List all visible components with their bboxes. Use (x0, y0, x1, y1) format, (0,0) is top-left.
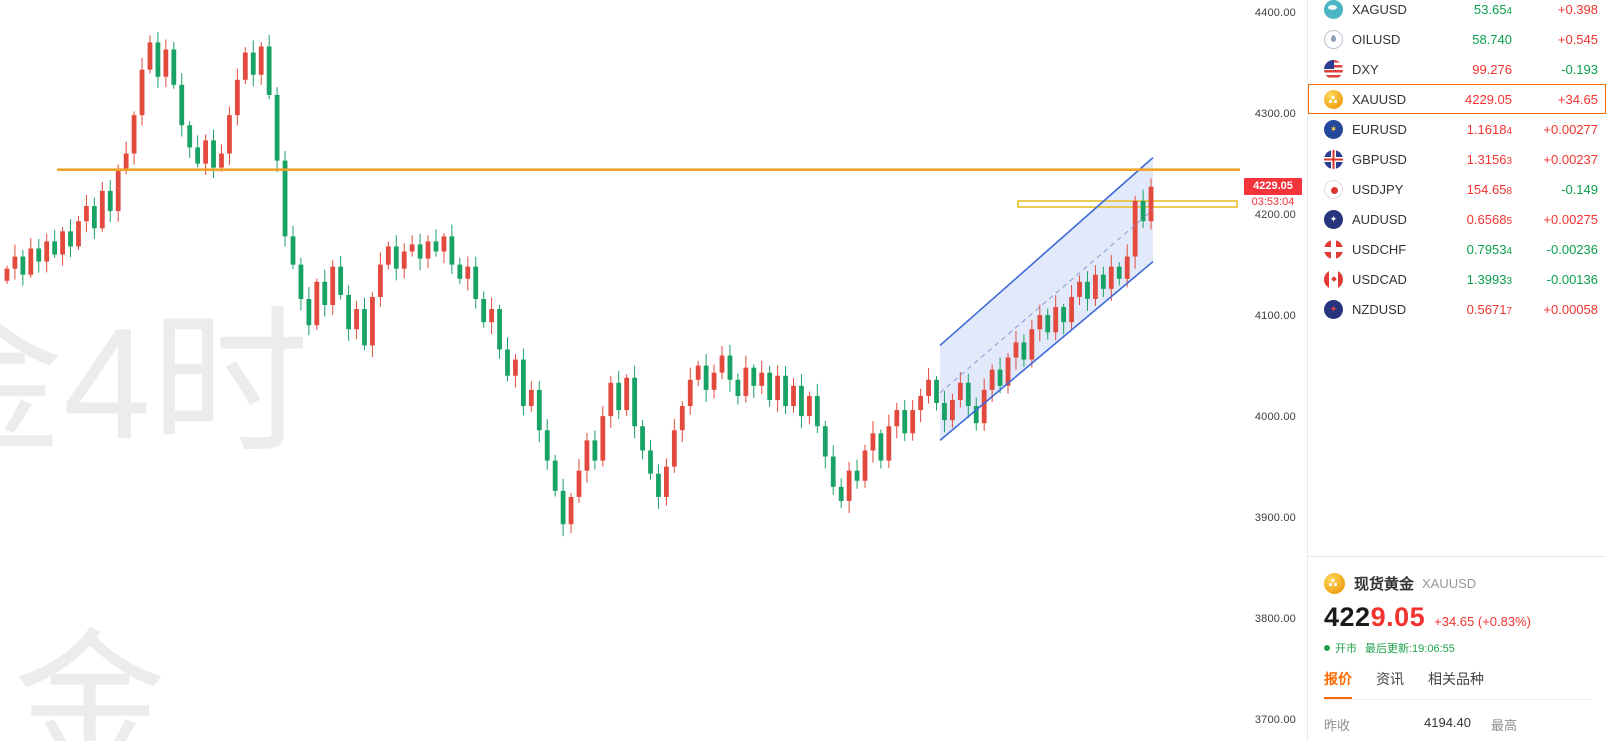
price-value: 58.740 (1472, 31, 1512, 47)
symbol-label: OILUSD (1352, 31, 1401, 47)
detail-stats: 昨收 4194.40 最高 (1324, 715, 1592, 734)
instrument-detail-panel: 现货黄金 XAUUSD 4229.05 +34.65 (+0.83%) 开市 最… (1308, 556, 1606, 734)
watchlist-row-usdchf[interactable]: USDCHF 0.79534 -0.00236 (1308, 235, 1606, 265)
tab-quote[interactable]: 报价 (1324, 669, 1352, 699)
instrument-name: 现货黄金 (1354, 576, 1415, 593)
change-value: +0.545 (1557, 31, 1598, 47)
symbol-label: EURUSD (1352, 121, 1407, 137)
price-value: 99.276 (1472, 61, 1512, 77)
watchlist-row-eurusd[interactable]: EURUSD 1.16184 +0.00277 (1308, 114, 1606, 144)
change-value: +0.00277 (1543, 121, 1598, 137)
market-status: 开市 最后更新:19:06:55 (1324, 640, 1592, 656)
oil-icon (1324, 29, 1343, 49)
gold-icon (1324, 573, 1345, 594)
watchlist-row-nzdusd[interactable]: NZDUSD 0.56717 +0.00058 (1308, 295, 1606, 325)
japan-flag-icon (1324, 180, 1343, 200)
candlestick-chart[interactable] (0, 0, 1307, 741)
detail-tabs: 报价 资讯 相关品种 (1324, 669, 1592, 700)
watchlist: XAGUSD 53.654 +0.398 OILUSD 58.740 +0.545 DXY 9… (1308, 0, 1606, 325)
symbol-label: USDJPY (1352, 182, 1404, 198)
instrument-symbol: XAUUSD (1422, 576, 1477, 591)
symbol-label: XAUUSD (1352, 91, 1407, 107)
y-axis-label: 4400.00 (1254, 7, 1296, 20)
change-value: +34.65 (1557, 91, 1598, 107)
watchlist-row-usdjpy[interactable]: USDJPY 154.658 -0.149 (1308, 175, 1606, 205)
australia-flag-icon (1324, 210, 1343, 230)
change-value: +0.00275 (1543, 212, 1598, 228)
y-axis-label: 3900.00 (1254, 512, 1296, 525)
price-value: 1.16184 (1466, 121, 1512, 137)
tab-news[interactable]: 资讯 (1376, 671, 1404, 687)
y-axis-label: 4000.00 (1254, 411, 1296, 424)
price-value: 154.658 (1466, 182, 1512, 198)
last-price-badge: 4229.05 (1244, 178, 1302, 196)
price-value: 1.39933 (1466, 272, 1512, 288)
price-value: 1.31563 (1466, 152, 1512, 168)
y-axis-label: 4100.00 (1254, 310, 1296, 323)
gold-icon (1324, 89, 1343, 109)
symbol-label: XAGUSD (1352, 1, 1407, 17)
us-flag-icon (1324, 59, 1343, 79)
watchlist-row-xauusd[interactable]: XAUUSD 4229.05 +34.65 (1308, 84, 1606, 114)
stat-item: 昨收 4194.40 (1324, 715, 1471, 733)
price-value: 53.654 (1473, 1, 1512, 17)
change-value: +0.00237 (1543, 152, 1598, 168)
silver-icon (1324, 0, 1343, 19)
detail-change: +34.65 (+0.83%) (1434, 614, 1531, 629)
market-status-label: 开市 (1335, 643, 1357, 655)
symbol-label: GBPUSD (1352, 152, 1407, 168)
change-value: -0.149 (1561, 182, 1598, 198)
change-value: +0.00058 (1543, 302, 1598, 318)
stat-item: 最高 (1491, 718, 1518, 733)
watchlist-row-usdcad[interactable]: USDCAD 1.39933 -0.00136 (1308, 265, 1606, 295)
watermark-timeframe: 金4时 (0, 296, 309, 472)
canada-flag-icon (1324, 270, 1343, 290)
new-zealand-flag-icon (1324, 300, 1343, 320)
watchlist-row-dxy[interactable]: DXY 99.276 -0.193 (1308, 54, 1606, 84)
uk-flag-icon (1324, 150, 1343, 170)
symbol-label: USDCHF (1352, 242, 1407, 258)
y-axis[interactable]: 4400.00 4300.00 4200.00 4100.00 4000.00 3900.… (1237, 0, 1307, 741)
symbol-label: AUDUSD (1352, 212, 1407, 228)
market-open-dot (1324, 645, 1330, 651)
tab-related[interactable]: 相关品种 (1428, 671, 1484, 687)
watchlist-row-oilusd[interactable]: OILUSD 58.740 +0.545 (1308, 24, 1606, 54)
y-axis-label: 4300.00 (1254, 108, 1296, 121)
y-axis-label: 4200.00 (1254, 209, 1296, 222)
watchlist-row-audusd[interactable]: AUDUSD 0.65685 +0.00275 (1308, 205, 1606, 235)
last-price-time: 03:53:04 (1251, 196, 1295, 209)
watchlist-row-xagusd[interactable]: XAGUSD 53.654 +0.398 (1308, 0, 1606, 24)
watermark-gold: 金 (14, 619, 166, 741)
chart-area: 金4时 金 4400.00 4300.00 4200.00 4100.00 4000.0… (0, 0, 1307, 741)
last-update-label: 最后更新:19:06:55 (1365, 643, 1455, 655)
y-axis-label: 3700.00 (1254, 714, 1296, 727)
change-value: -0.00136 (1546, 272, 1598, 288)
y-axis-label: 3800.00 (1254, 613, 1296, 626)
right-panel: XAGUSD 53.654 +0.398 OILUSD 58.740 +0.545 DXY 9… (1307, 0, 1606, 741)
eu-flag-icon (1324, 119, 1343, 139)
change-value: +0.398 (1557, 1, 1598, 17)
change-value: -0.00236 (1546, 242, 1598, 258)
symbol-label: NZDUSD (1352, 302, 1407, 318)
detail-price: 4229.05 (1324, 602, 1426, 632)
watchlist-row-gbpusd[interactable]: GBPUSD 1.31563 +0.00237 (1308, 144, 1606, 174)
price-value: 0.79534 (1466, 242, 1512, 258)
symbol-label: DXY (1352, 61, 1379, 77)
change-value: -0.193 (1561, 61, 1598, 77)
symbol-label: USDCAD (1352, 272, 1407, 288)
price-value: 0.56717 (1466, 302, 1512, 318)
price-value: 0.65685 (1466, 212, 1512, 228)
price-value: 4229.05 (1465, 91, 1512, 107)
switzerland-flag-icon (1324, 240, 1343, 260)
